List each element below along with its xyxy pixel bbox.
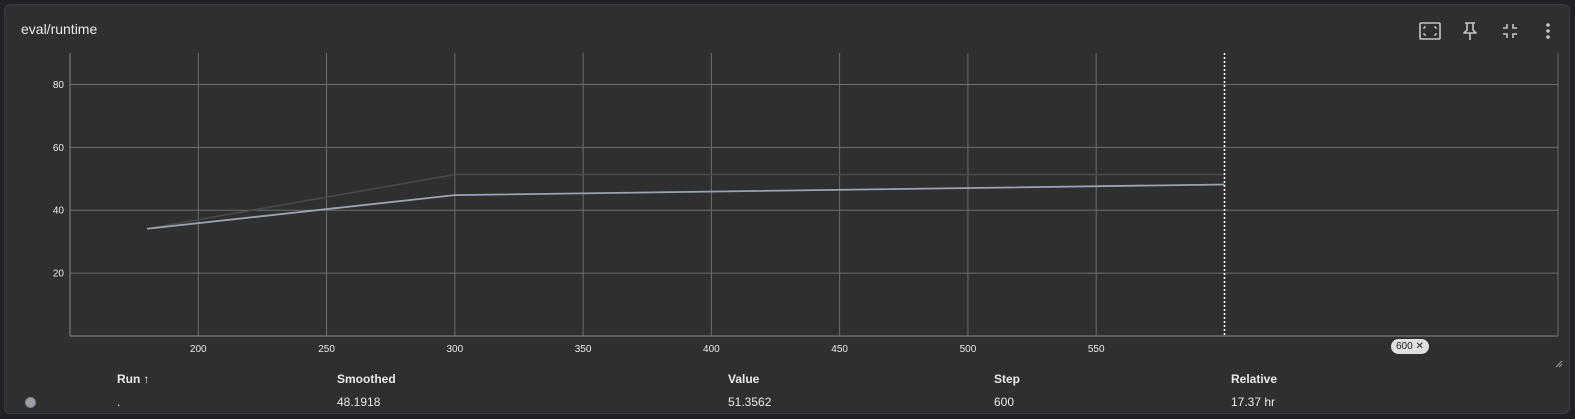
x-tick-label: 450 xyxy=(831,344,848,355)
x-tick-label: 350 xyxy=(575,344,592,355)
fit-domain-button[interactable] xyxy=(1416,17,1444,45)
column-header-smoothed[interactable]: Smoothed xyxy=(337,372,396,386)
tick-labels: 200 250 300 350 400 450 500 550 20 40 60 80 xyxy=(53,80,1105,355)
fit-domain-icon xyxy=(1419,22,1441,40)
more-vert-icon xyxy=(1545,22,1551,40)
sort-ascending-icon: ↑ xyxy=(143,372,150,386)
close-icon[interactable]: ✕ xyxy=(1415,341,1424,352)
card-title: eval/runtime xyxy=(21,21,98,37)
axes xyxy=(69,53,1559,337)
run-color-swatch xyxy=(25,397,36,408)
series-lines xyxy=(146,173,1225,230)
collapse-button[interactable] xyxy=(1496,17,1524,45)
x-tick-label: 300 xyxy=(446,344,463,355)
more-options-button[interactable] xyxy=(1534,17,1562,45)
plot-area xyxy=(70,53,1558,336)
line-chart: 200 250 300 350 400 450 500 550 20 40 60 80 xyxy=(53,53,1559,355)
column-header-relative[interactable]: Relative xyxy=(1231,372,1278,386)
cell-relative: 17.37 hr xyxy=(1231,395,1276,409)
step-cursor-chip-label: 600 xyxy=(1396,341,1413,352)
grid-lines xyxy=(70,53,1558,336)
y-tick-label: 20 xyxy=(53,269,65,280)
scalar-card: eval/runtime xyxy=(4,4,1570,414)
pin-button[interactable] xyxy=(1456,17,1484,45)
resize-handle[interactable] xyxy=(1555,355,1563,368)
y-tick-label: 60 xyxy=(53,143,65,154)
column-header-step[interactable]: Step xyxy=(994,372,1021,386)
column-header-value[interactable]: Value xyxy=(728,372,760,386)
step-cursor-chip[interactable]: 600 ✕ xyxy=(1391,339,1429,354)
y-tick-label: 80 xyxy=(53,80,65,91)
cell-step: 600 xyxy=(994,395,1015,409)
x-tick-label: 250 xyxy=(318,344,335,355)
column-header-run-label: Run xyxy=(117,372,141,386)
x-tick-label: 550 xyxy=(1088,344,1105,355)
y-tick-label: 40 xyxy=(53,206,65,217)
x-tick-label: 200 xyxy=(190,344,207,355)
collapse-icon xyxy=(1501,22,1519,40)
resize-grip-icon xyxy=(1555,360,1563,368)
x-tick-label: 500 xyxy=(960,344,977,355)
x-tick-label: 400 xyxy=(703,344,720,355)
data-table: Run ↑ Smoothed Value Step Relative . 48.1… xyxy=(5,367,1569,413)
raw-series-line xyxy=(146,173,1225,230)
cell-run: . xyxy=(117,395,121,409)
column-header-run[interactable]: Run ↑ xyxy=(117,372,149,386)
pin-icon xyxy=(1462,21,1478,41)
smoothed-series-line xyxy=(146,183,1225,230)
cell-smoothed: 48.1918 xyxy=(337,395,381,409)
cell-value: 51.3562 xyxy=(728,395,772,409)
